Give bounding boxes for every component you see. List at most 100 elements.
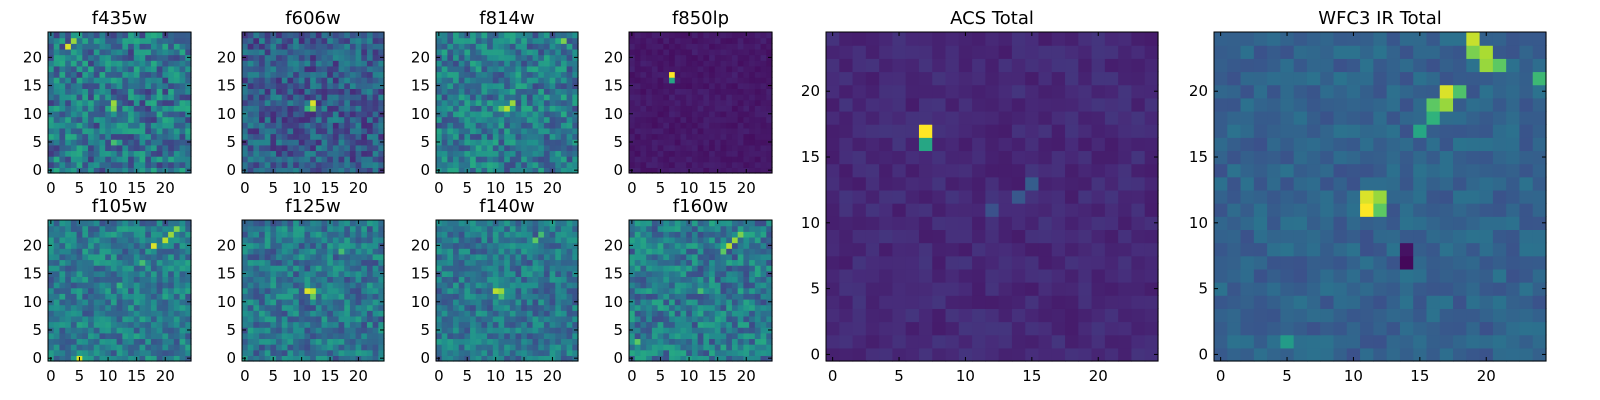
heatmap-cell [760, 139, 767, 146]
heatmap-cell [521, 82, 528, 89]
heatmap-cell [686, 310, 693, 317]
heatmap-cell [657, 127, 664, 135]
heatmap-cell [88, 82, 95, 89]
heatmap-cell [492, 344, 500, 351]
heatmap-cell [640, 293, 647, 300]
heatmap-cell [110, 253, 118, 261]
heatmap-cell [242, 127, 249, 135]
heatmap-cell [504, 110, 511, 118]
heatmap-cell [53, 99, 61, 106]
heatmap-cell [515, 60, 522, 67]
heatmap-cell [293, 344, 300, 351]
heatmap-cell [128, 298, 135, 306]
heatmap-cell [53, 77, 61, 84]
heatmap-cell [549, 242, 556, 249]
heatmap-cell [168, 259, 175, 266]
heatmap-cell [253, 110, 260, 118]
heatmap-cell [145, 259, 152, 266]
heatmap-cell [310, 338, 317, 345]
heatmap-cell [185, 265, 192, 272]
heatmap-cell [532, 77, 539, 84]
heatmap-cell [526, 287, 534, 294]
x-tick-label: 0 [434, 367, 444, 385]
heatmap-cell [116, 133, 123, 140]
heatmap-cell [122, 105, 129, 112]
heatmap-cell [726, 161, 733, 168]
heatmap-cell [53, 293, 61, 300]
heatmap-cell [543, 105, 551, 112]
heatmap-cell [59, 94, 66, 101]
heatmap-cell [321, 167, 328, 174]
heatmap-cell [538, 54, 545, 61]
heatmap-cell [162, 60, 169, 67]
heatmap-cell [264, 133, 271, 140]
heatmap-cell [521, 287, 528, 294]
heatmap-cell [441, 88, 448, 95]
heatmap-cell [572, 315, 579, 323]
heatmap-cell [737, 355, 744, 362]
heatmap-cell [304, 37, 311, 44]
heatmap-cell [487, 293, 494, 300]
heatmap-cell [349, 276, 357, 283]
x-tick-label: 20 [737, 179, 756, 197]
heatmap-cell [509, 231, 517, 238]
heatmap-cell [498, 167, 505, 174]
heatmap-cell [128, 270, 135, 277]
heatmap-cell [441, 37, 448, 44]
heatmap-cell [766, 127, 773, 135]
heatmap-cell [139, 259, 146, 266]
heatmap-cell [669, 338, 676, 345]
heatmap-cell [572, 116, 579, 123]
heatmap-cell [441, 332, 448, 340]
heatmap-cell [441, 236, 448, 244]
heatmap-cell [640, 150, 647, 157]
heatmap-cell [640, 54, 647, 61]
heatmap-cell [349, 139, 357, 146]
heatmap-cell [65, 276, 72, 283]
heatmap-cell [726, 71, 733, 78]
heatmap-cell [743, 287, 750, 294]
heatmap-cell [70, 99, 78, 106]
heatmap-cell [162, 139, 169, 146]
heatmap-cell [327, 150, 334, 157]
heatmap-cell [709, 338, 716, 345]
heatmap-cell [470, 94, 477, 101]
heatmap-cell [327, 77, 334, 84]
heatmap-cell [293, 276, 300, 283]
heatmap-cell [287, 88, 294, 95]
heatmap-cell [663, 32, 670, 39]
heatmap-cell [372, 65, 379, 73]
heatmap-cell [560, 225, 568, 232]
heatmap-cell [82, 327, 89, 334]
heatmap-cell [270, 60, 277, 67]
heatmap-cell [53, 32, 61, 39]
heatmap-cell [88, 338, 95, 345]
heatmap-cell [242, 99, 249, 106]
heatmap-cell [498, 355, 505, 362]
heatmap-cell [680, 282, 687, 289]
heatmap-cell [59, 99, 66, 106]
heatmap-cell [515, 310, 522, 317]
heatmap-cell [259, 32, 266, 39]
heatmap-cell [173, 37, 181, 44]
heatmap-cell [447, 65, 454, 73]
heatmap-cell [304, 60, 311, 67]
heatmap-cell [361, 150, 368, 157]
heatmap-cell [315, 77, 323, 84]
heatmap-cell [560, 236, 568, 244]
heatmap-cell [145, 248, 152, 255]
heatmap-cell [162, 293, 169, 300]
heatmap-cell [749, 167, 756, 174]
heatmap-cell [521, 94, 528, 101]
x-tick-label: 5 [75, 179, 85, 197]
heatmap-cell [116, 48, 123, 56]
heatmap-cell [310, 105, 317, 112]
heatmap-cell [361, 37, 368, 44]
heatmap-cell [378, 127, 385, 135]
heatmap-cell [128, 293, 135, 300]
heatmap-cell [709, 315, 716, 323]
heatmap-cell [105, 349, 112, 356]
heatmap-cell [663, 144, 670, 152]
heatmap-cell [691, 150, 699, 157]
